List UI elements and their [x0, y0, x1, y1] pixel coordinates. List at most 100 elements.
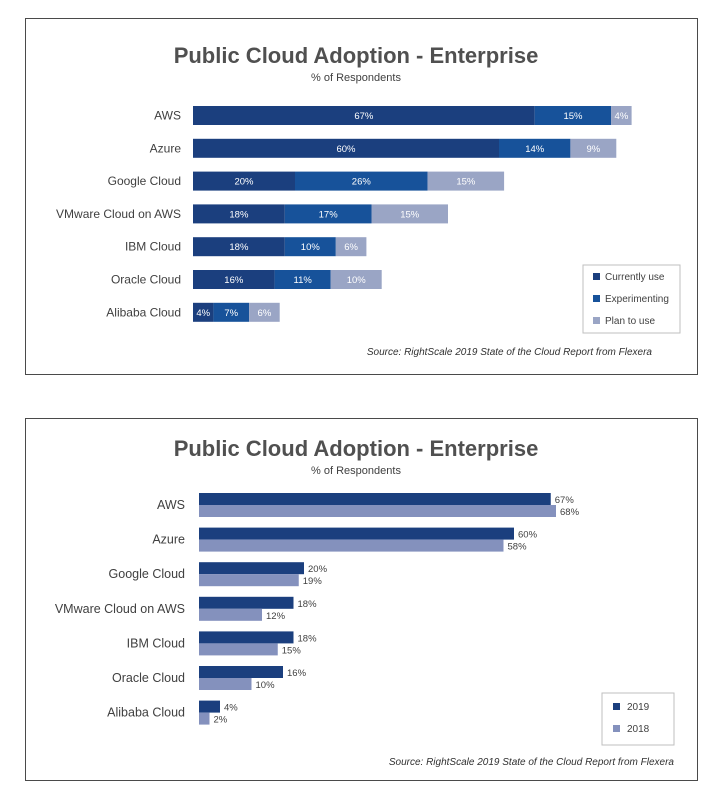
bar-plan-to-use-oracle-cloud — [330, 270, 382, 289]
legend-label-experimenting: Experimenting — [605, 294, 669, 305]
category-label-aws: AWS — [157, 498, 185, 512]
data-label: 18% — [229, 209, 249, 220]
data-label: 18% — [298, 599, 318, 610]
category-label-oracle-cloud: Oracle Cloud — [111, 273, 181, 287]
bar-experimenting-vmware-cloud-on-aws — [284, 204, 372, 224]
data-label: 4% — [196, 308, 210, 319]
data-label: 11% — [293, 275, 312, 286]
legend-swatch-2019 — [613, 703, 620, 710]
category-label-alibaba-cloud: Alibaba Cloud — [107, 706, 185, 720]
category-label-aws: AWS — [154, 109, 181, 123]
chart-source: Source: RightScale 2019 State of the Clo… — [389, 757, 675, 768]
bar-plan-to-use-aws — [611, 106, 632, 125]
chart-title: Public Cloud Adoption - Enterprise — [174, 43, 539, 68]
data-label: 10% — [301, 242, 321, 253]
bar-currently-use-alibaba-cloud — [193, 302, 214, 322]
bar-2019-azure — [199, 527, 514, 540]
bar-plan-to-use-vmware-cloud-on-aws — [371, 204, 448, 224]
bar-currently-use-vmware-cloud-on-aws — [193, 204, 285, 224]
data-label: 17% — [319, 209, 339, 220]
category-label-oracle-cloud: Oracle Cloud — [112, 671, 185, 685]
category-label-google-cloud: Google Cloud — [108, 174, 181, 188]
data-label: 4% — [224, 703, 238, 714]
category-label-ibm-cloud: IBM Cloud — [127, 636, 185, 650]
category-label-ibm-cloud: IBM Cloud — [125, 240, 181, 254]
chart-panel-grouped: Public Cloud Adoption - Enterprise % of … — [25, 418, 698, 781]
bar-currently-use-google-cloud — [193, 171, 295, 191]
data-label: 15% — [456, 177, 476, 188]
data-label: 6% — [344, 242, 358, 253]
bar-experimenting-azure — [499, 138, 571, 158]
data-label: 14% — [525, 144, 545, 155]
category-label-azure: Azure — [152, 533, 185, 547]
legend-label-currently-use: Currently use — [605, 272, 665, 283]
data-label: 68% — [560, 507, 580, 518]
data-label: 20% — [234, 177, 254, 188]
data-label: 15% — [563, 111, 583, 122]
bar-experimenting-ibm-cloud — [284, 237, 336, 257]
data-label: 10% — [347, 275, 367, 286]
chart-legend: Currently use Experimenting Plan to use — [582, 264, 681, 334]
data-label: 2% — [214, 715, 228, 726]
legend-swatch-currently-use — [593, 273, 600, 280]
category-label-azure: Azure — [150, 141, 182, 155]
legend-swatch-2018 — [613, 725, 620, 732]
legend-label-2018: 2018 — [627, 724, 650, 735]
legend-swatch-experimenting — [593, 295, 600, 302]
bar-2018-vmware-cloud-on-aws — [199, 608, 262, 621]
chart-subtitle: % of Respondents — [311, 465, 401, 477]
bar-plan-to-use-alibaba-cloud — [249, 302, 280, 322]
category-label-google-cloud: Google Cloud — [109, 567, 185, 581]
data-label: 4% — [615, 111, 629, 122]
data-label: 67% — [555, 495, 575, 506]
bar-2019-oracle-cloud — [199, 666, 283, 678]
data-label: 19% — [303, 576, 323, 587]
data-label: 60% — [518, 530, 538, 541]
bar-currently-use-azure — [193, 138, 499, 158]
data-label: 16% — [224, 275, 244, 286]
grouped-bar-chart: Public Cloud Adoption - Enterprise % of … — [55, 436, 675, 768]
data-label: 6% — [258, 308, 272, 319]
bar-plan-to-use-ibm-cloud — [335, 237, 367, 257]
bar-2018-oracle-cloud — [199, 678, 252, 690]
bar-2018-ibm-cloud — [199, 643, 278, 656]
legend-box — [601, 692, 675, 746]
bar-2018-google-cloud — [199, 574, 299, 587]
bar-currently-use-aws — [193, 106, 535, 125]
legend-label-plan-to-use: Plan to use — [605, 316, 655, 327]
data-label: 60% — [336, 144, 356, 155]
category-label-vmware-cloud-on-aws: VMware Cloud on AWS — [56, 207, 181, 221]
bar-currently-use-ibm-cloud — [193, 237, 285, 257]
category-label-alibaba-cloud: Alibaba Cloud — [106, 305, 181, 319]
chart-subtitle: % of Respondents — [311, 72, 401, 84]
chart-source: Source: RightScale 2019 State of the Clo… — [367, 347, 653, 358]
data-label: 10% — [256, 680, 276, 691]
data-label: 15% — [400, 209, 420, 220]
data-label: 18% — [229, 242, 249, 253]
chart-title: Public Cloud Adoption - Enterprise — [174, 436, 539, 461]
data-label: 9% — [586, 144, 600, 155]
bar-2019-aws — [199, 493, 551, 505]
data-label: 16% — [287, 668, 307, 679]
bar-experimenting-alibaba-cloud — [213, 302, 250, 322]
data-label: 67% — [354, 111, 374, 122]
category-label-vmware-cloud-on-aws: VMware Cloud on AWS — [55, 602, 185, 616]
bar-2019-alibaba-cloud — [199, 700, 220, 713]
bar-2019-vmware-cloud-on-aws — [199, 596, 294, 609]
legend-label-2019: 2019 — [627, 702, 650, 713]
legend-swatch-plan-to-use — [593, 317, 600, 324]
bar-experimenting-aws — [534, 106, 612, 125]
bar-2018-alibaba-cloud — [199, 712, 210, 725]
data-label: 20% — [308, 564, 328, 575]
data-label: 26% — [352, 177, 372, 188]
bar-2018-azure — [199, 539, 504, 552]
chart-legend: 2019 2018 — [601, 692, 675, 746]
bar-2019-google-cloud — [199, 562, 304, 575]
data-label: 58% — [508, 542, 528, 553]
data-label: 7% — [224, 308, 238, 319]
bar-plan-to-use-azure — [570, 138, 617, 158]
bar-experimenting-oracle-cloud — [274, 270, 331, 289]
data-label: 15% — [282, 645, 302, 656]
bar-currently-use-oracle-cloud — [193, 270, 275, 289]
bar-2018-aws — [199, 505, 556, 517]
